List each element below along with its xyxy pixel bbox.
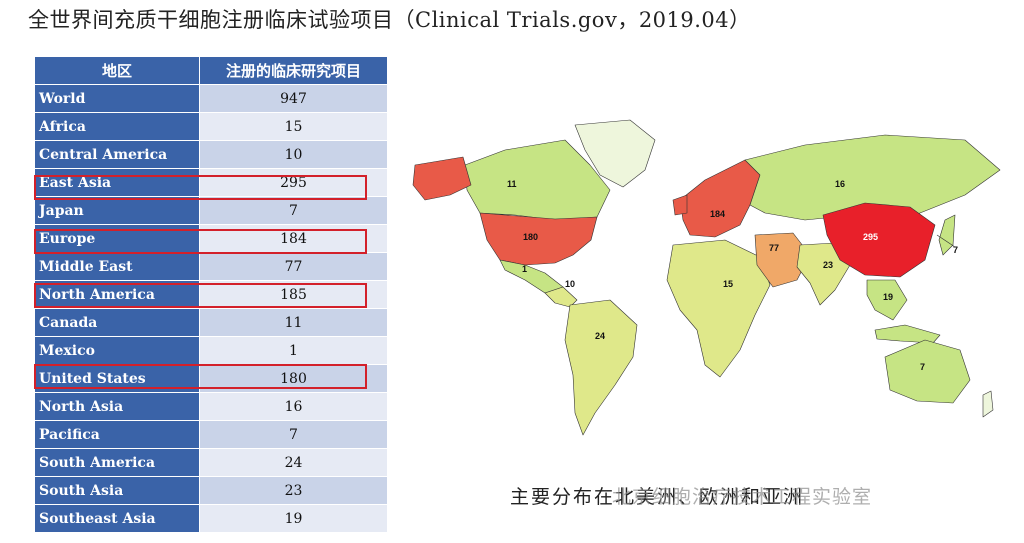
world-map: 11 180 1 10 24 15 184 77 16 23 295 7 19 … [412, 119, 1001, 436]
map-mexico [499, 259, 564, 294]
count-cell: 1 [199, 336, 388, 365]
count-cell: 7 [199, 420, 388, 449]
table-row: Canada 11 [34, 308, 388, 337]
region-cell: United States [34, 364, 200, 393]
map-label-southeast-asia: 19 [883, 292, 893, 302]
trials-table: 地区 注册的临床研究项目 World 947 Africa 15 Central A… [34, 56, 388, 533]
table-row: Middle East 77 [34, 252, 388, 281]
map-new-zealand [982, 390, 994, 418]
table-row: Southeast Asia 19 [34, 504, 388, 533]
count-cell: 16 [199, 392, 388, 421]
region-cell: Pacifica [34, 420, 200, 449]
map-china [822, 202, 936, 278]
map-label-australia: 7 [920, 362, 925, 372]
table-row: North America 185 [34, 280, 388, 309]
count-cell: 24 [199, 448, 388, 477]
map-caption: 主要分布在北美洲、欧洲和亚洲 [510, 486, 805, 508]
region-cell: Europe [34, 224, 200, 253]
map-usa [479, 212, 598, 266]
page-title: 全世界间充质干细胞注册临床试验项目（Clinical Trials.gov，20… [28, 8, 751, 32]
map-australia [884, 339, 971, 404]
count-cell: 15 [199, 112, 388, 141]
map-alaska [412, 156, 472, 201]
map-label-europe: 184 [710, 209, 725, 219]
table-row: United States 180 [34, 364, 388, 393]
count-cell: 23 [199, 476, 388, 505]
region-cell: Mexico [34, 336, 200, 365]
watermark: 北京细胞治疗技术工程实验室 [612, 486, 873, 508]
map-south-america [564, 299, 638, 436]
map-labels: 11 180 1 10 24 15 184 77 16 23 295 7 19 … [507, 179, 958, 372]
map-europe [679, 159, 761, 238]
map-africa [666, 239, 771, 378]
table-row: Pacifica 7 [34, 420, 388, 449]
region-cell: Africa [34, 112, 200, 141]
table-row: East Asia 295 [34, 168, 388, 197]
map-uk [672, 194, 688, 216]
region-cell: North America [34, 280, 200, 309]
map-central-america [544, 286, 578, 308]
region-cell: Middle East [34, 252, 200, 281]
region-cell: North Asia [34, 392, 200, 421]
region-cell: Southeast Asia [34, 504, 200, 533]
region-cell: South America [34, 448, 200, 477]
region-cell: Canada [34, 308, 200, 337]
count-cell: 19 [199, 504, 388, 533]
trials-table-container: 地区 注册的临床研究项目 World 947 Africa 15 Central A… [34, 56, 388, 533]
table-row: Europe 184 [34, 224, 388, 253]
count-cell: 295 [199, 168, 388, 197]
map-leader-line [936, 234, 956, 248]
header-region: 地区 [34, 56, 200, 85]
count-cell: 10 [199, 140, 388, 169]
map-label-africa: 15 [723, 279, 733, 289]
table-row: World 947 [34, 84, 388, 113]
table-row: Mexico 1 [34, 336, 388, 365]
region-cell: Central America [34, 140, 200, 169]
count-cell: 77 [199, 252, 388, 281]
count-cell: 7 [199, 196, 388, 225]
map-label-central-america: 10 [565, 279, 575, 289]
table-row: Japan 7 [34, 196, 388, 225]
table-row: South Asia 23 [34, 476, 388, 505]
map-label-japan: 7 [953, 245, 958, 255]
region-cell: Japan [34, 196, 200, 225]
table-row: Central America 10 [34, 140, 388, 169]
map-label-south-asia: 23 [823, 260, 833, 270]
count-cell: 947 [199, 84, 388, 113]
region-cell: South Asia [34, 476, 200, 505]
count-cell: 184 [199, 224, 388, 253]
count-cell: 180 [199, 364, 388, 393]
table-row: North Asia 16 [34, 392, 388, 421]
map-label-china: 295 [863, 232, 878, 242]
map-label-canada: 11 [507, 179, 517, 189]
map-label-mexico: 1 [522, 264, 527, 274]
count-cell: 11 [199, 308, 388, 337]
map-label-middle-east: 77 [769, 243, 779, 253]
map-indonesia [874, 324, 941, 344]
header-count: 注册的临床研究项目 [199, 56, 388, 85]
region-cell: World [34, 84, 200, 113]
map-middle-east [754, 232, 811, 288]
map-southeast-asia [866, 279, 908, 321]
map-greenland [574, 119, 656, 188]
table-row: Africa 15 [34, 112, 388, 141]
map-label-russia: 16 [835, 179, 845, 189]
table-row: South America 24 [34, 448, 388, 477]
count-cell: 185 [199, 280, 388, 309]
map-label-south-america: 24 [595, 331, 605, 341]
region-cell: East Asia [34, 168, 200, 197]
table-header-row: 地区 注册的临床研究项目 [34, 56, 388, 85]
map-label-usa: 180 [523, 232, 538, 242]
